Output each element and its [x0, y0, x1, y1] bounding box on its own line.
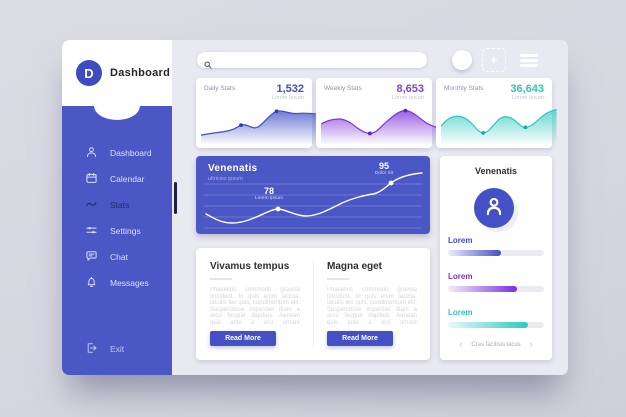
scrollbar-thumb[interactable]: [174, 182, 177, 214]
stat-subtitle: Lorem Ipsum: [391, 95, 424, 101]
monthly-sparkline-chart: [441, 108, 557, 144]
sidebar-item-chat[interactable]: Chat: [62, 244, 172, 270]
profile-title: Venenatis: [474, 166, 518, 176]
logo-icon: D: [76, 60, 102, 86]
sidebar-item-label: Calendar: [110, 174, 145, 184]
calendar-icon: [86, 172, 97, 186]
chevron-right-icon[interactable]: ›: [529, 339, 533, 349]
progress-group: Lorem: [448, 272, 544, 292]
user-icon: [86, 146, 97, 160]
data-point-95: [388, 180, 394, 186]
sidebar-item-settings[interactable]: Settings: [62, 218, 172, 244]
app-title: Dashboard: [110, 67, 171, 79]
progress-label: Lorem: [448, 272, 473, 281]
read-more-button[interactable]: Read More: [210, 331, 276, 346]
stat-value: 36,643: [510, 83, 544, 95]
daily-sparkline-chart: [201, 109, 317, 144]
stat-value: 8,653: [396, 83, 424, 95]
progress-track: [448, 286, 544, 292]
person-icon: [481, 193, 507, 224]
stat-card-weekly: Weekly Stats 8,653 Lorem Ipsum: [316, 78, 437, 148]
progress-fill: [448, 322, 528, 328]
stat-subtitle: Lorem Ipsum: [271, 95, 304, 101]
article-body: Phasellus commodo gravida tincidunt. In …: [327, 287, 417, 325]
exit-label: Exit: [110, 344, 125, 354]
progress-track: [448, 322, 544, 328]
sidebar-item-label: Stats: [110, 200, 130, 210]
progress-track: [448, 250, 544, 256]
add-widget-button[interactable]: +: [482, 48, 506, 72]
sidebar-notch: [94, 106, 140, 120]
dashboard-window: D Dashboard Dashboard Calendar: [62, 40, 568, 375]
articles-card: Vivamus tempus Phasellus commodo gravida…: [196, 248, 430, 360]
progress-label: Lorem: [448, 308, 473, 317]
sidebar-item-exit[interactable]: Exit: [62, 340, 172, 358]
main-chart-subtitle: ultricies ipsum: [208, 176, 243, 182]
article-title: Magna eget: [327, 261, 383, 272]
progress-group: Lorem: [448, 236, 544, 256]
pagination: ‹ Cras facilisis lacus ›: [440, 340, 552, 349]
read-more-button[interactable]: Read More: [327, 331, 393, 346]
sidebar-item-messages[interactable]: Messages: [62, 270, 172, 296]
stat-card-daily: Daily Stats 1,532 Lorem Ipsum: [196, 78, 317, 148]
chevron-left-icon[interactable]: ‹: [459, 339, 463, 349]
profile-avatar[interactable]: [474, 188, 514, 228]
plus-icon: +: [490, 53, 498, 67]
sidebar-item-stats[interactable]: Stats: [62, 192, 172, 218]
stat-subtitle: Lorem Ipsum: [511, 95, 544, 101]
article: Vivamus tempus Phasellus commodo gravida…: [196, 248, 313, 360]
sidebar-item-calendar[interactable]: Calendar: [62, 166, 172, 192]
stat-card-monthly: Monthly Stats 36,643 Lorem Ipsum: [436, 78, 557, 148]
article-body: Phasellus commodo gravida tincidunt. In …: [210, 287, 300, 325]
title-underline: [210, 278, 232, 280]
chart-annotation: 78 Lorem Ipsum: [255, 186, 283, 202]
main-chart-title: Venenatis: [208, 163, 258, 174]
vertical-divider: [313, 261, 314, 347]
avatar[interactable]: [452, 50, 472, 70]
sidebar-item-label: Chat: [110, 252, 128, 262]
sidebar: D Dashboard Dashboard Calendar: [62, 40, 172, 375]
data-point-78: [275, 206, 281, 212]
progress-group: Lorem: [448, 308, 544, 328]
sidebar-menu: Dashboard Calendar Stats: [62, 140, 172, 296]
search-input[interactable]: [197, 52, 427, 68]
article-title: Vivamus tempus: [210, 261, 290, 272]
menu-icon[interactable]: [520, 54, 538, 67]
stats-icon: [86, 198, 97, 212]
stat-title: Monthly Stats: [444, 85, 484, 92]
bell-icon: [86, 276, 97, 290]
app-logo: D Dashboard: [62, 40, 172, 106]
profile-panel: Venenatis Lorem Lorem Lorem: [440, 156, 552, 360]
sidebar-item-dashboard[interactable]: Dashboard: [62, 140, 172, 166]
chart-annotation: 95 Dolor Sit: [374, 161, 394, 177]
line-chart: [204, 172, 423, 229]
sidebar-item-label: Settings: [110, 226, 141, 236]
title-underline: [327, 278, 349, 280]
stat-title: Daily Stats: [204, 85, 236, 92]
article: Magna eget Phasellus commodo gravida tin…: [313, 248, 430, 360]
progress-fill: [448, 286, 518, 292]
sidebar-item-label: Messages: [110, 278, 149, 288]
progress-fill: [448, 250, 501, 256]
sidebar-item-label: Dashboard: [110, 148, 152, 158]
logo-letter: D: [84, 65, 94, 81]
weekly-sparkline-chart: [321, 108, 437, 144]
logout-icon: [86, 342, 97, 356]
main-chart-card: Venenatis ultricies ipsum 78 Lorem Ipsum…: [196, 156, 430, 234]
stat-title: Weekly Stats: [324, 85, 362, 92]
pagination-label: Cras facilisis lacus: [471, 341, 521, 348]
chat-icon: [86, 250, 97, 264]
progress-label: Lorem: [448, 236, 473, 245]
settings-icon: [86, 224, 97, 238]
stat-value: 1,532: [276, 83, 304, 95]
search-icon: [204, 56, 212, 74]
